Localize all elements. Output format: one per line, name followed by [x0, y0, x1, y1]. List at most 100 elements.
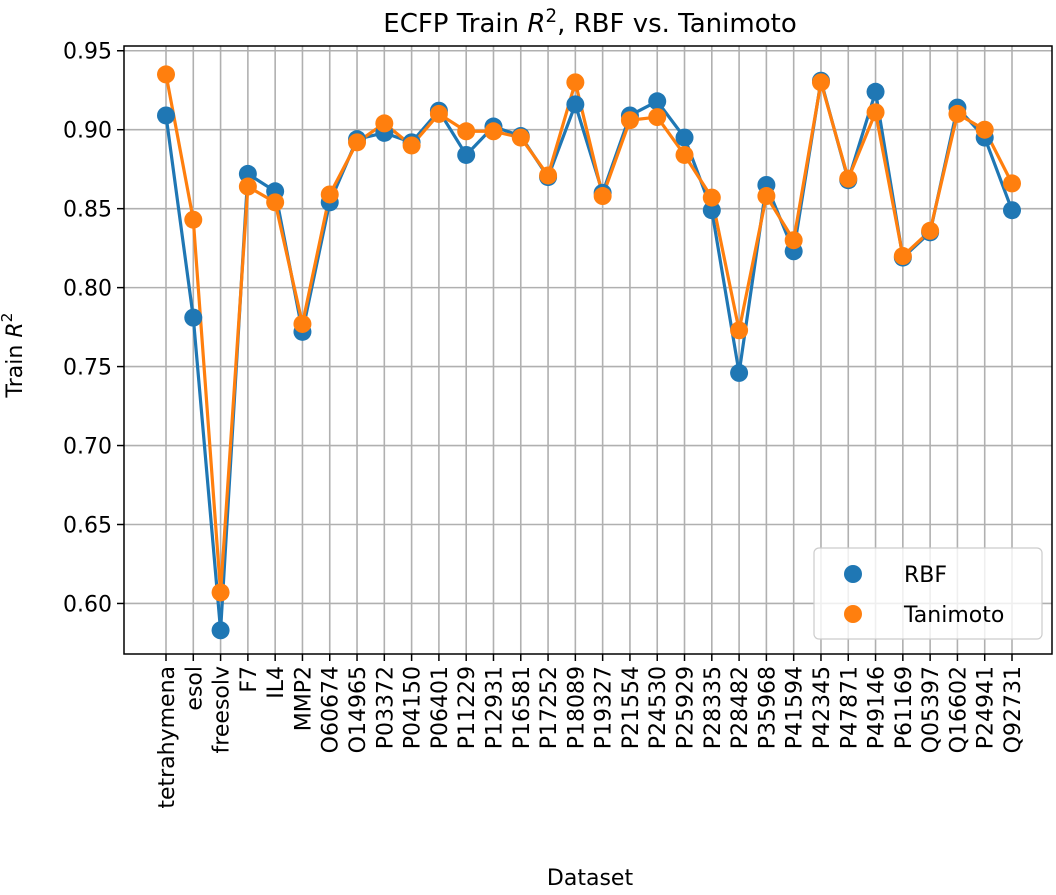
grid: [124, 46, 1052, 654]
y-tick-label: 0.90: [63, 119, 112, 144]
y-tick-label: 0.70: [63, 435, 112, 460]
legend-marker-tanimoto: [844, 605, 862, 623]
data-point-tanimoto: [511, 128, 530, 147]
y-axis: 0.60 0.65 0.70 0.75 0.80 0.85 0.90 0.95: [63, 40, 124, 617]
x-tick-label: P25929: [674, 666, 699, 749]
y-tick-label: 0.60: [63, 592, 112, 617]
x-tick-label: P17252: [537, 666, 562, 749]
data-point-tanimoto: [948, 104, 967, 123]
data-point-rbf: [866, 82, 885, 101]
legend: RBF Tanimoto: [813, 547, 1043, 640]
data-point-tanimoto: [866, 103, 885, 122]
data-point-tanimoto: [157, 65, 175, 84]
data-point-rbf: [211, 621, 230, 640]
data-point-tanimoto: [539, 166, 558, 185]
data-point-rbf: [702, 201, 721, 220]
data-point-tanimoto: [921, 221, 940, 240]
y-tick-label: 0.85: [63, 198, 112, 223]
x-axis-label: Dataset: [547, 866, 634, 891]
data-point-rbf: [730, 363, 749, 382]
data-point-tanimoto: [702, 188, 721, 207]
data-point-tanimoto: [566, 73, 585, 92]
x-tick-label: Q16602: [946, 666, 971, 753]
x-tick-label: P06401: [428, 666, 453, 749]
data-point-tanimoto: [211, 583, 230, 602]
x-tick-label: F7: [237, 666, 262, 693]
chart-title: ECFP Train R2, RBF vs. Tanimoto: [383, 6, 796, 39]
data-point-tanimoto: [730, 321, 749, 340]
data-point-rbf: [238, 164, 257, 183]
y-tick-label: 0.65: [63, 514, 112, 539]
x-tick-label: Q05397: [919, 666, 944, 753]
legend-box: [813, 547, 1043, 640]
x-tick-label: O14965: [346, 666, 371, 753]
y-tick-label: 0.75: [63, 356, 112, 381]
x-tick-label: P11229: [455, 666, 480, 749]
legend-label-tanimoto: Tanimoto: [903, 603, 1004, 628]
x-tick-label: P41594: [783, 666, 808, 749]
x-tick-label: P16581: [510, 666, 535, 749]
x-tick-label: P35968: [755, 666, 780, 749]
series-line-tanimoto: [164, 74, 1014, 595]
data-point-tanimoto: [484, 122, 503, 141]
data-point-tanimoto: [293, 314, 312, 333]
data-point-tanimoto: [620, 111, 639, 130]
x-tick-label: P47871: [837, 666, 862, 749]
data-point-tanimoto: [757, 187, 776, 206]
data-point-tanimoto: [320, 185, 339, 204]
data-point-tanimoto: [975, 120, 994, 139]
x-tick-label: Q92731: [1001, 666, 1026, 753]
x-tick-label: tetrahymena: [155, 666, 180, 809]
data-point-tanimoto: [593, 187, 612, 206]
data-point-rbf: [1003, 201, 1021, 220]
x-tick-label: P49146: [865, 666, 890, 749]
x-tick-label: P19327: [592, 666, 617, 749]
data-point-tanimoto: [784, 231, 803, 250]
x-tick-label: P24941: [974, 666, 999, 749]
data-point-tanimoto: [266, 193, 285, 212]
y-tick-label: 0.95: [63, 40, 112, 65]
x-tick-label: O60674: [319, 666, 344, 753]
data-point-tanimoto: [402, 136, 421, 155]
y-axis-label: Train R2: [0, 313, 28, 399]
x-tick-label: P12931: [482, 666, 507, 749]
data-point-rbf: [566, 95, 585, 114]
x-tick-label: P04150: [401, 666, 426, 749]
legend-label-rbf: RBF: [904, 563, 947, 588]
x-tick-label: P24530: [646, 666, 671, 749]
x-tick-label: P42345: [810, 666, 835, 749]
data-point-tanimoto: [184, 210, 203, 229]
x-axis: tetrahymena esol freesolv F7 IL4 MMP2 O60674 O1…: [155, 654, 1026, 809]
x-tick-label: freesolv: [210, 666, 235, 753]
data-point-tanimoto: [839, 169, 858, 188]
legend-marker-rbf: [844, 565, 862, 583]
x-tick-label: P18089: [564, 666, 589, 749]
data-point-rbf: [157, 106, 175, 125]
data-point-rbf: [457, 145, 476, 164]
x-tick-label: MMP2: [291, 666, 316, 731]
data-point-tanimoto: [811, 73, 830, 92]
x-tick-label: P21554: [619, 666, 644, 749]
data-point-tanimoto: [429, 104, 448, 123]
data-point-tanimoto: [375, 114, 394, 133]
data-point-tanimoto: [238, 177, 257, 196]
x-tick-label: IL4: [264, 666, 289, 699]
x-tick-label: esol: [182, 666, 207, 711]
data-point-tanimoto: [675, 145, 694, 164]
x-tick-label: P28335: [701, 666, 726, 749]
plot-frame: [123, 45, 1053, 655]
data-point-rbf: [648, 92, 667, 111]
x-tick-label: P61169: [892, 666, 917, 749]
data-point-rbf: [184, 308, 203, 327]
series-layer: [157, 65, 1021, 640]
data-point-tanimoto: [893, 247, 912, 266]
x-tick-label: P28482: [728, 666, 753, 749]
data-point-tanimoto: [648, 108, 667, 127]
x-tick-label: P03372: [373, 666, 398, 749]
data-point-rbf: [675, 128, 694, 147]
data-point-tanimoto: [457, 122, 476, 141]
y-tick-label: 0.80: [63, 277, 112, 302]
data-point-tanimoto: [348, 133, 367, 152]
data-point-tanimoto: [1003, 174, 1021, 193]
